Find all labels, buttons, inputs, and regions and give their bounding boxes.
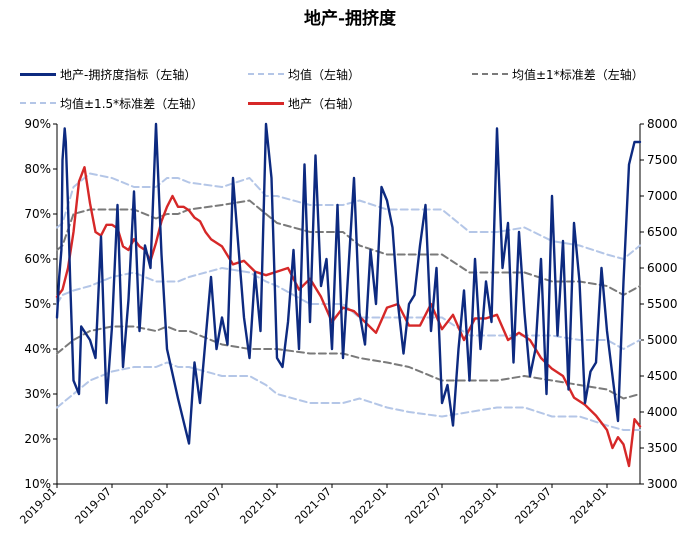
- legend-crowding: 地产-拥挤度指标（左轴）: [20, 65, 196, 83]
- right-tick-label: 5500: [647, 297, 678, 311]
- legend-crowding-swatch: [20, 72, 56, 76]
- left-tick-label: 50%: [24, 297, 51, 311]
- right-tick-label: 4500: [647, 369, 678, 383]
- legend-index-label: 地产（右轴）: [288, 96, 361, 111]
- right-tick-label: 5000: [647, 333, 678, 347]
- x-tick-label: 2023-07: [512, 485, 554, 527]
- left-tick-label: 90%: [24, 117, 51, 131]
- left-tick-label: 30%: [24, 387, 51, 401]
- left-tick-label: 40%: [24, 342, 51, 356]
- legend-crowding-label: 地产-拥挤度指标（左轴）: [60, 67, 197, 82]
- legend-mean-15sd: 均值±1.5*标准差（左轴）: [20, 94, 203, 112]
- right-tick-label: 4000: [647, 405, 678, 419]
- legend-mean-1sd-label: 均值±1*标准差（左轴）: [512, 67, 644, 82]
- right-tick-label: 3500: [647, 441, 678, 455]
- x-tick-label: 2020-01: [127, 485, 169, 527]
- x-tick-label: 2021-01: [237, 485, 279, 527]
- x-tick-label: 2019-07: [72, 485, 114, 527]
- legend-mean-15sd-swatch: [20, 102, 56, 104]
- mean-plus-15sd-series-line: [56, 172, 641, 260]
- legend-mean-1sd-swatch: [472, 73, 508, 75]
- mean-plus-1sd-series-line: [56, 199, 641, 296]
- legend-mean-label: 均值（左轴）: [288, 67, 361, 82]
- legend-mean: 均值（左轴）: [248, 65, 360, 83]
- right-tick-label: 7000: [647, 189, 678, 203]
- legend-index-swatch: [248, 101, 284, 105]
- x-tick-label: 2021-07: [292, 485, 334, 527]
- right-tick-label: 6000: [647, 261, 678, 275]
- x-tick-label: 2020-07: [182, 485, 224, 527]
- left-tick-label: 20%: [24, 432, 51, 446]
- right-tick-label: 3000: [647, 477, 678, 491]
- right-tick-label: 8000: [647, 117, 678, 131]
- legend-mean-1sd: 均值±1*标准差（左轴）: [472, 65, 644, 83]
- legend-index: 地产（右轴）: [248, 94, 360, 112]
- left-tick-label: 60%: [24, 252, 51, 266]
- right-tick-label: 6500: [647, 225, 678, 239]
- legend-mean-swatch: [248, 73, 284, 75]
- crowding-series-line: [55, 122, 642, 445]
- x-tick-label: 2022-01: [347, 485, 389, 527]
- left-tick-label: 10%: [24, 477, 51, 491]
- x-tick-label: 2024-01: [567, 485, 609, 527]
- right-tick-label: 7500: [647, 153, 678, 167]
- mean-minus-1sd-series-line: [56, 325, 641, 400]
- left-tick-label: 80%: [24, 162, 51, 176]
- mean-series-line: [56, 267, 641, 350]
- x-tick-label: 2019-01: [17, 485, 59, 527]
- left-tick-label: 70%: [24, 207, 51, 221]
- mean-minus-15sd-series-line: [56, 361, 641, 431]
- chart-title: 地产-拥挤度: [303, 9, 397, 29]
- legend-mean-15sd-label: 均值±1.5*标准差（左轴）: [60, 96, 204, 111]
- x-tick-label: 2022-07: [402, 485, 444, 527]
- x-tick-label: 2023-01: [457, 485, 499, 527]
